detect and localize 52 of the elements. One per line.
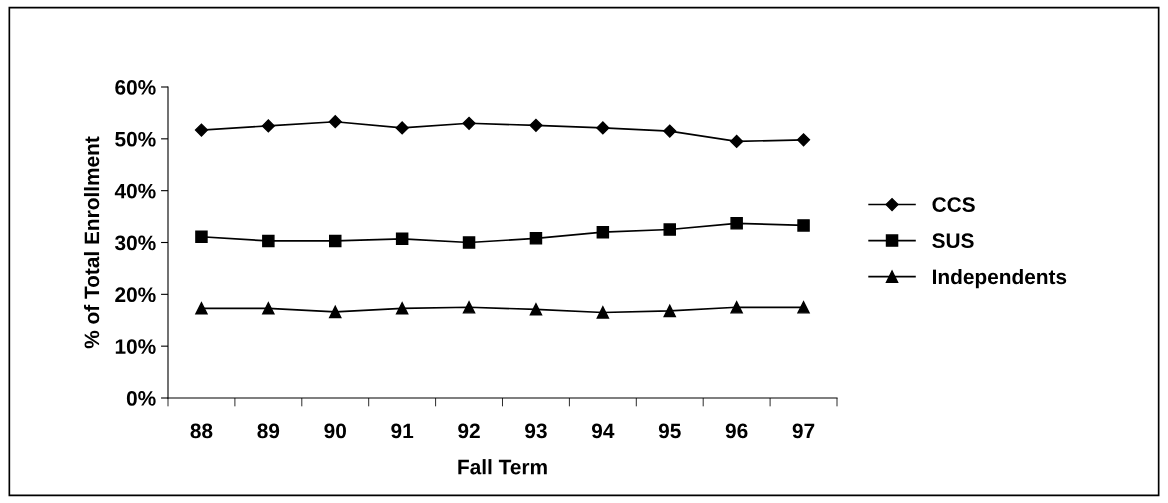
x-tick-label: 89: [257, 423, 280, 439]
x-tick-label: 97: [792, 423, 815, 439]
legend-label: SUS: [932, 233, 974, 249]
y-tick-label: 30%: [114, 235, 156, 251]
y-tick-label: 60%: [115, 80, 156, 95]
legend-label: Independents: [933, 268, 1067, 289]
y-axis-title: % of Total Enrollment: [83, 136, 100, 349]
point: [328, 115, 342, 129]
point: [529, 232, 543, 245]
point: [796, 133, 811, 147]
point: [195, 230, 208, 244]
x-tick-label: 95: [658, 423, 681, 439]
x-tick-label: 90: [324, 423, 346, 439]
point: [261, 119, 275, 133]
point: [596, 225, 610, 239]
x-tick-label: 93: [525, 423, 547, 439]
point: [529, 303, 543, 316]
point: [730, 301, 743, 314]
point: [328, 234, 342, 248]
point: [462, 301, 476, 314]
point: [529, 118, 543, 132]
point: [395, 302, 409, 315]
point: [462, 116, 476, 130]
x-tick-label: 94: [591, 423, 615, 439]
point: [194, 123, 209, 137]
y-tick-label: 50%: [115, 131, 156, 147]
point: [395, 121, 409, 135]
point: [262, 302, 275, 315]
x-axis-title: Fall Term: [458, 459, 547, 475]
point: [730, 134, 744, 149]
point: [462, 236, 476, 249]
x-tick-label: 92: [458, 423, 480, 439]
y-tick-label: 10%: [115, 339, 156, 354]
x-tick-label: 91: [391, 423, 414, 439]
point: [797, 219, 810, 232]
point: [262, 234, 275, 248]
point: [663, 223, 677, 236]
y-tick-label: 0%: [126, 391, 156, 406]
point: [395, 232, 409, 246]
point: [663, 304, 677, 318]
x-tick-label: 96: [725, 423, 748, 439]
point: [596, 121, 610, 135]
point: [195, 302, 208, 315]
x-tick-label: 88: [190, 423, 213, 439]
point: [596, 306, 610, 319]
point: [328, 305, 342, 319]
point: [797, 301, 810, 314]
y-tick-label: 40%: [114, 183, 156, 199]
point: [730, 217, 743, 230]
point: [663, 124, 677, 138]
legend-label: CCS: [932, 197, 975, 213]
y-tick-label: 20%: [115, 287, 156, 303]
